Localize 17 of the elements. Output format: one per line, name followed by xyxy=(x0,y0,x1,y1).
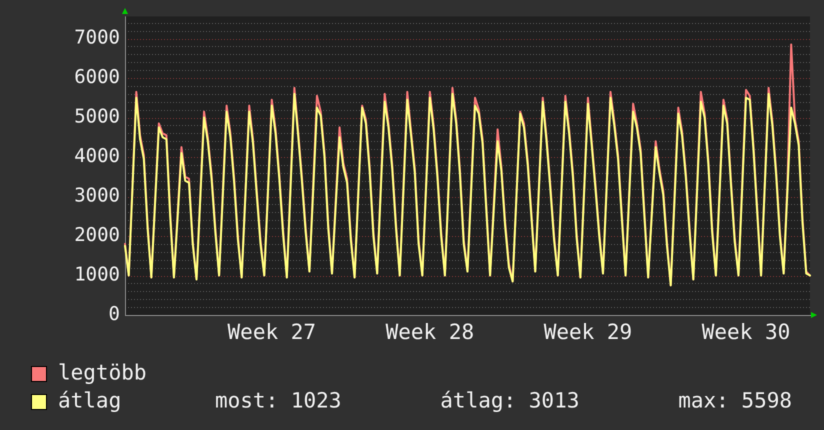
y-tick-label: 5000 xyxy=(74,105,120,128)
y-tick-label: 0 xyxy=(108,302,120,325)
legend-label: legtöbb xyxy=(58,360,147,384)
x-tick-label: Week 30 xyxy=(702,320,790,344)
legend-label: átlag xyxy=(58,388,122,412)
y-tick-label: 6000 xyxy=(74,66,120,88)
x-tick-label: Week 27 xyxy=(228,320,316,344)
text: átlag: 3013 xyxy=(440,388,580,412)
x-tick-label: Week 28 xyxy=(386,320,474,344)
y-tick-label: 2000 xyxy=(74,224,120,246)
x-tick-label: Week 29 xyxy=(544,320,632,344)
text: max: 5598 xyxy=(678,388,792,412)
y-tick-label: 4000 xyxy=(74,144,120,167)
y-tick-label: 3000 xyxy=(74,184,120,206)
text: most: 1023 xyxy=(215,388,342,412)
y-tick-label: 7000 xyxy=(74,26,120,48)
y-tick-label: 1000 xyxy=(74,263,120,286)
